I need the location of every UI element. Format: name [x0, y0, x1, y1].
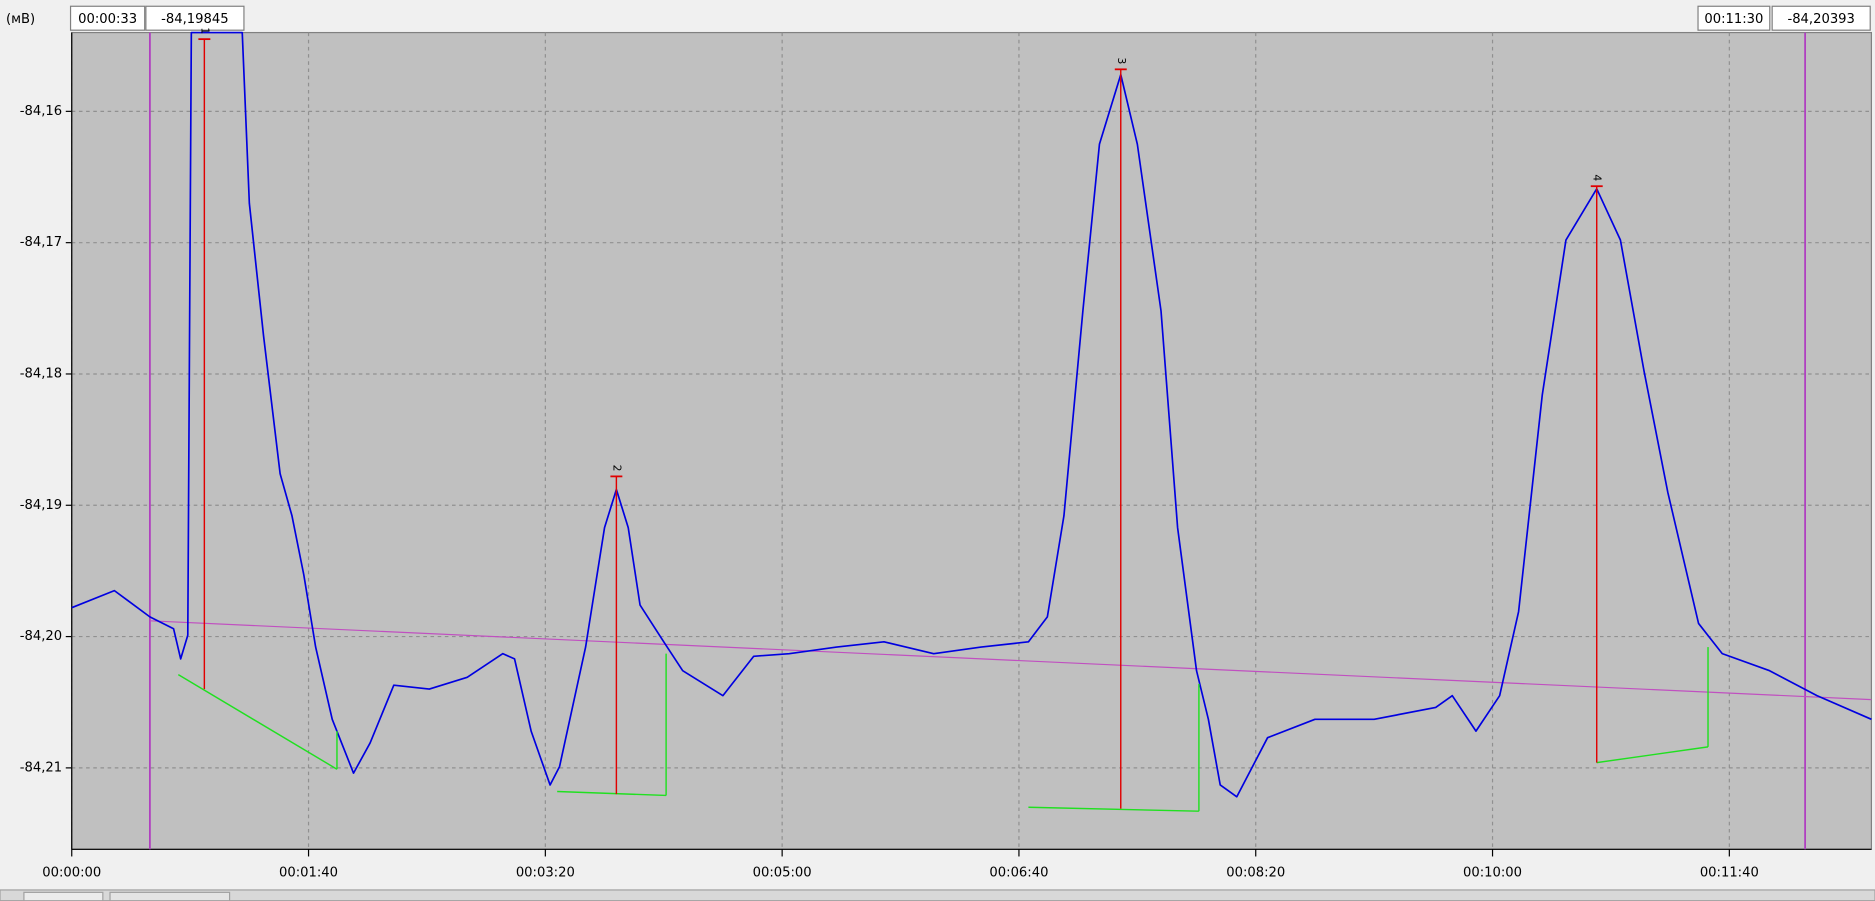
signal-line [71, 31, 1872, 798]
y-tick-label: -84,21 [20, 760, 62, 775]
x-tick-label: 00:08:20 [1226, 866, 1285, 881]
y-axis-unit: (мВ) [6, 12, 35, 27]
peak-label: 3 [1115, 58, 1128, 65]
integration-baseline [557, 790, 667, 797]
integration-baseline [1596, 746, 1709, 764]
readout-value: -84,19845 [161, 12, 228, 27]
plot-area [71, 31, 1873, 850]
x-tick-label: 00:10:00 [1463, 866, 1522, 881]
y-tick-label: -84,20 [20, 629, 62, 644]
integration-baseline [1028, 806, 1199, 812]
peak-label: 4 [1591, 174, 1604, 181]
drift-baseline [149, 620, 1872, 701]
readout-box [145, 5, 245, 31]
readout-box [1771, 5, 1871, 31]
tab[interactable] [23, 891, 104, 901]
y-tick-label: -84,18 [20, 366, 62, 381]
x-tick-label: 00:06:40 [989, 866, 1048, 881]
readout-box [1697, 5, 1771, 31]
readout-time: 00:11:30 [1704, 12, 1763, 27]
readout-box [69, 5, 146, 31]
tab[interactable] [109, 891, 231, 901]
peak-label: 2 [610, 465, 623, 472]
readout-value: -84,20393 [1787, 12, 1854, 27]
peak-label: 1 [198, 27, 211, 34]
x-tick-label: 00:00:00 [42, 866, 101, 881]
x-tick-label: 00:01:40 [279, 866, 338, 881]
x-tick-label: 00:11:40 [1700, 866, 1759, 881]
tab-bar [0, 889, 1875, 901]
x-tick-label: 00:03:20 [516, 866, 575, 881]
readout-right: 00:11:30 -84,20393 [1697, 5, 1871, 31]
x-tick-label: 00:05:00 [753, 866, 812, 881]
y-tick-label: -84,19 [20, 498, 62, 513]
readout-left: 00:00:33 -84,19845 [69, 5, 245, 31]
y-tick-label: -84,16 [20, 104, 62, 119]
readout-time: 00:00:33 [78, 12, 137, 27]
integration-baseline [177, 674, 338, 770]
y-tick-label: -84,17 [20, 235, 62, 250]
